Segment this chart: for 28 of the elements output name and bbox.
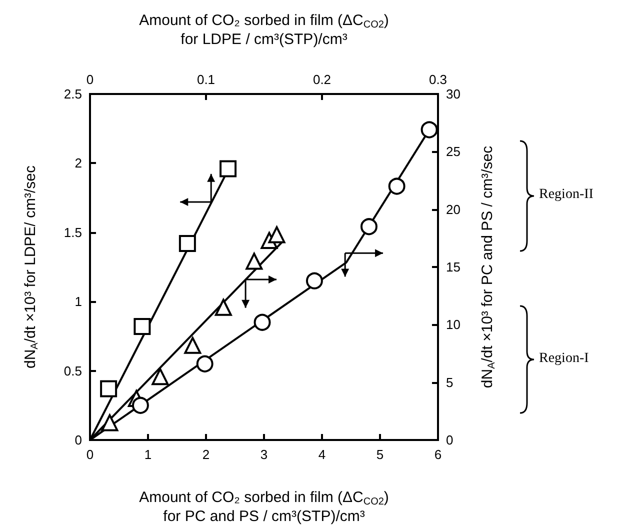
y2-axis-title: dNA/dt ×10³ for PC and PS / cm³/sec xyxy=(479,145,498,388)
y-tick-label: 1 xyxy=(74,294,82,310)
text: Region-I xyxy=(539,350,589,366)
x-tick-label: 4 xyxy=(318,447,326,462)
x2-tick-label: 0.1 xyxy=(196,72,216,87)
y2-tick-label: 10 xyxy=(446,317,460,332)
y-tick-label: 2 xyxy=(74,156,82,171)
x-tick-label: 0 xyxy=(86,447,94,462)
x-tick-label: 5 xyxy=(376,447,384,462)
y2-tick-label: 25 xyxy=(446,144,460,160)
y2-tick-label: 30 xyxy=(446,86,460,102)
y-tick-label: 2.5 xyxy=(64,86,82,102)
text: Region-II xyxy=(539,187,594,203)
x-tick-label: 3 xyxy=(260,447,268,462)
x-tick-label: 2 xyxy=(202,447,210,462)
y-axis-title: dNA/dt ×10³ for LDPE/ cm³/sec xyxy=(22,165,40,368)
x-tick-label: 1 xyxy=(144,447,152,462)
y2-tick-label: 20 xyxy=(446,202,460,217)
x2-tick-label: 0.2 xyxy=(312,72,332,87)
y-tick-label: 0.5 xyxy=(64,363,82,378)
x2-tick-label: 0.3 xyxy=(428,72,448,87)
x-tick-label: 6 xyxy=(434,447,442,462)
y-tick-label: 0 xyxy=(74,432,82,448)
y2-tick-label: 5 xyxy=(446,374,454,390)
x2-tick-label: 0 xyxy=(86,72,94,87)
y-tick-label: 1.5 xyxy=(64,224,82,240)
y2-tick-label: 0 xyxy=(446,432,454,448)
y2-tick-label: 15 xyxy=(446,260,460,274)
